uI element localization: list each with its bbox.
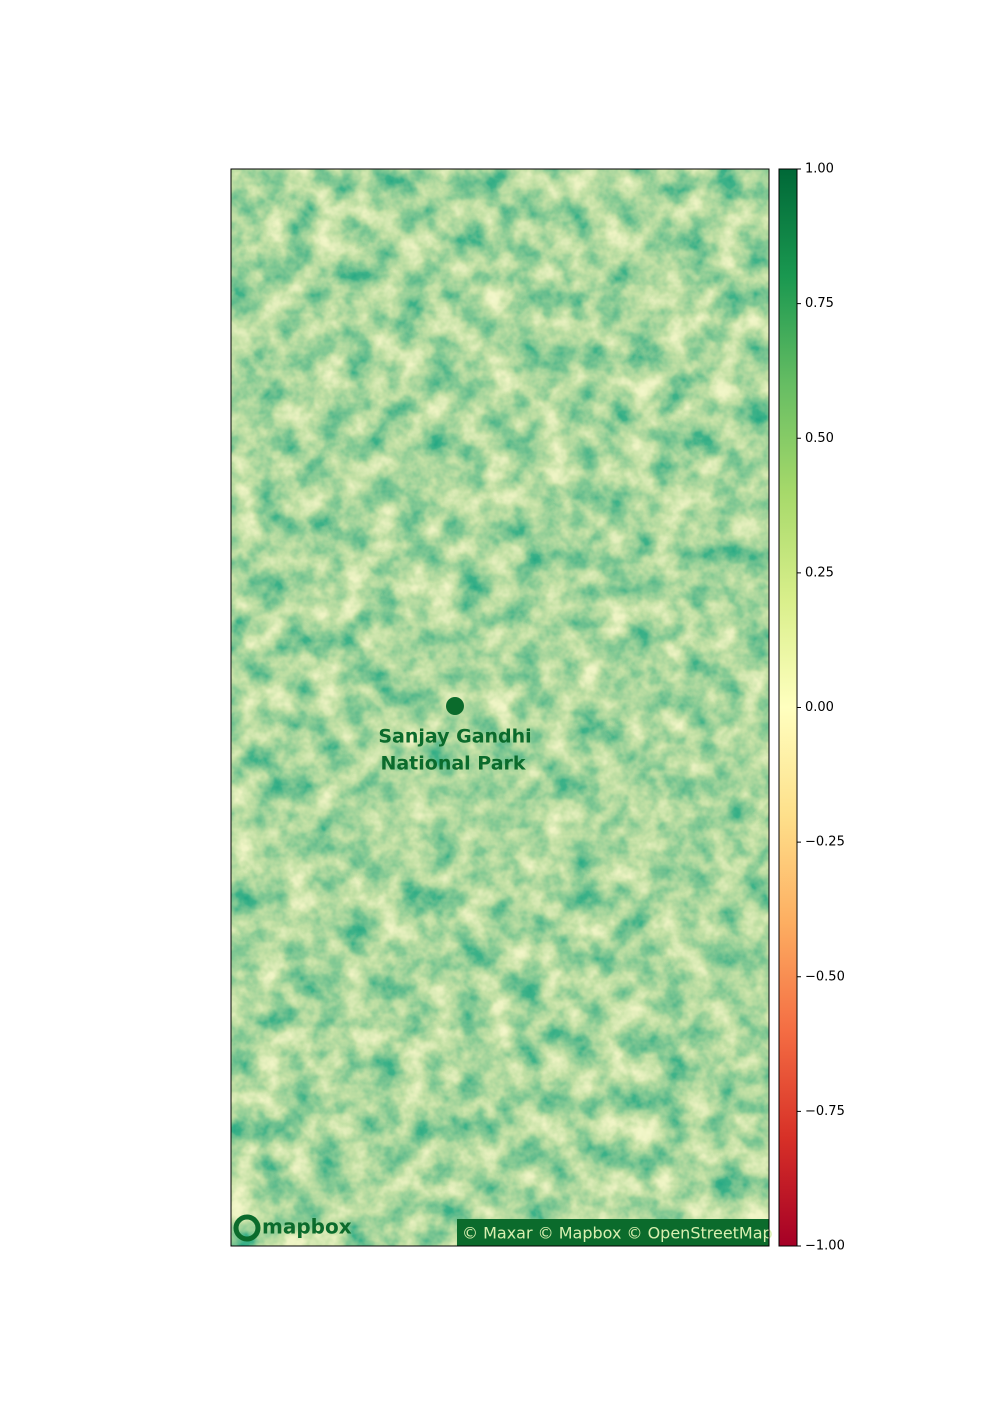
colorbar-tick-label: 0.75	[805, 296, 834, 311]
colorbar-tick-label: 1.00	[805, 162, 834, 177]
map-image: Sanjay Gandhi National Park mapbox © Max…	[230, 168, 773, 1247]
colorbar-tick-label: 0.50	[805, 431, 834, 446]
colorbar-tick-label: 0.25	[805, 565, 834, 580]
attribution-box	[457, 1219, 769, 1246]
logo-icon	[233, 1214, 261, 1242]
colorbar	[778, 168, 798, 1247]
ndvi-raster	[231, 169, 769, 1246]
colorbar-tick-label: −1.00	[805, 1239, 845, 1254]
axes-frame	[230, 168, 770, 1247]
attribution: © Maxar © Mapbox © OpenStreetMap	[462, 1224, 773, 1243]
colorbar-tick-label: 0.00	[805, 700, 834, 715]
park-icon	[446, 697, 464, 715]
logo: mapbox	[262, 1215, 352, 1239]
colorbar-tick-label: −0.25	[805, 835, 845, 850]
map-label: National Park	[380, 753, 525, 775]
colorbar-tick-label: −0.50	[805, 969, 845, 984]
map-label: Sanjay Gandhi	[378, 726, 531, 748]
colorbar-tick-label: −0.75	[805, 1104, 845, 1119]
